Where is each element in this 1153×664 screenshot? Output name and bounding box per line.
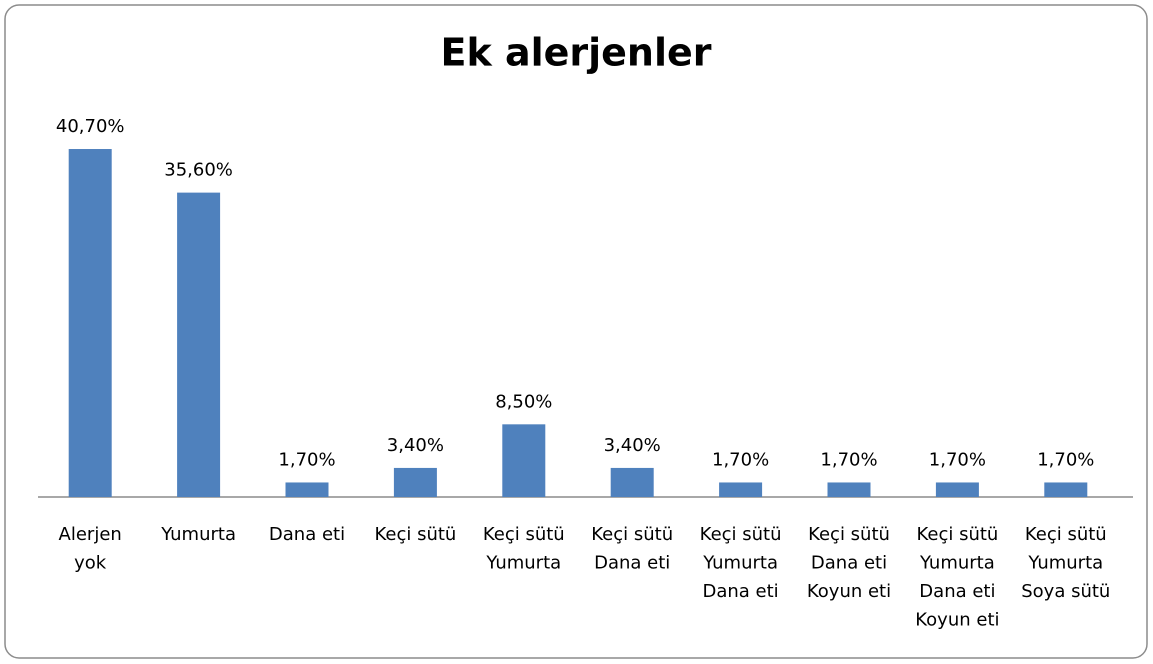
x-tick-label: Alerjen [59,524,122,545]
x-tick-label: Dana eti [919,581,995,602]
data-label: 1,70% [278,449,335,470]
x-tick-label: Keçi sütü [916,524,998,545]
x-tick-label: Yumurta [160,524,236,545]
x-tick-label: Keçi sütü [374,524,456,545]
x-tick-label: Dana eti [269,524,345,545]
x-tick-label: Yumurta [919,553,995,574]
x-tick-label: Keçi sütü [591,524,673,545]
x-tick-label: Yumurta [702,553,778,574]
x-tick-label: Dana eti [811,553,887,574]
bar [177,192,221,497]
x-tick-label: Keçi sütü [483,524,565,545]
data-label: 1,70% [929,449,986,470]
x-tick-label: Keçi sütü [808,524,890,545]
data-label: 1,70% [820,449,877,470]
bar [68,149,112,497]
data-label: 35,60% [164,160,233,181]
x-tick-label: yok [74,553,107,574]
x-tick-label: Keçi sütü [1025,524,1107,545]
data-label: 1,70% [1037,449,1094,470]
x-tick-label: Dana eti [594,553,670,574]
bar [393,467,437,497]
x-tick-label: Soya sütü [1021,581,1110,602]
x-tick-label: Keçi sütü [700,524,782,545]
data-label: 1,70% [712,449,769,470]
chart-title: Ek alerjenler [440,31,711,75]
bar [1044,482,1088,497]
bar [502,424,546,497]
bar [827,482,871,497]
x-tick-label: Koyun eti [807,581,891,602]
x-tick-label: Yumurta [1027,553,1103,574]
x-tick-label: Dana eti [703,581,779,602]
bar [719,482,763,497]
x-tick-label: Yumurta [485,553,561,574]
bar [285,482,329,497]
data-label: 8,50% [495,391,552,412]
x-tick-label: Koyun eti [915,610,999,631]
data-label: 3,40% [604,435,661,456]
bar [610,467,654,497]
data-label: 40,70% [56,116,125,137]
data-label: 3,40% [387,435,444,456]
bar [935,482,979,497]
